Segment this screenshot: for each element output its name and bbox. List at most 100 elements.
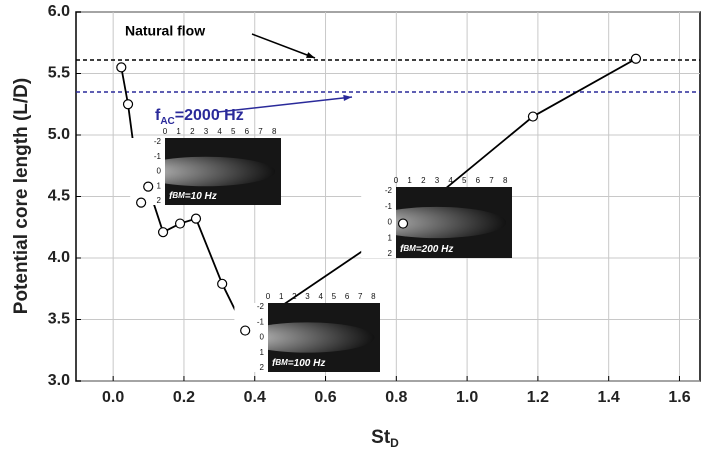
inset-x-tick-label: 4 [217,127,222,136]
data-point [157,227,169,238]
y-tick-label: 6.0 [48,3,70,20]
inset-x-tick-label: 8 [503,176,508,185]
data-point [136,197,147,208]
inset-label: fBM=100 Hz [272,358,325,369]
data-point [240,325,251,336]
inset-label-main: f [272,358,277,369]
inset-cover [130,138,165,205]
inset-x-tick-label: 3 [204,127,209,136]
inset-x-tick-label: 1 [176,127,181,136]
inset-x-tick-label: 7 [358,292,363,301]
x-tick-label: 0.0 [102,389,124,406]
inset-x-tick-label: 4 [448,176,453,185]
inset-x-tick-label: 0 [163,127,168,136]
inset-x-tick-label: 6 [245,127,250,136]
inset-y-tick-label: 1 [157,181,162,190]
inset-label-rest: =10 Hz [185,191,217,202]
inset-label-rest: =100 Hz [288,358,326,369]
x-tick-label: 0.8 [385,389,407,406]
inset-x-tick-label: 1 [407,176,412,185]
inset-label-main: f [169,191,174,202]
inset-x-tick-label: 1 [279,292,284,301]
inset-x-tick-label: 2 [292,292,297,301]
inset-x-tick-label: 2 [190,127,195,136]
y-tick-label: 3.5 [48,311,70,328]
inset-x-tick-label: 7 [489,176,494,185]
x-axis-label: StD [371,427,399,450]
inset-y-tick-label: 2 [157,196,162,205]
inset-jet [240,322,375,353]
arrow-head [306,52,315,58]
inset-label-sub: BM [172,191,185,200]
y-tick-label: 4.0 [48,249,70,266]
x-tick-label: 1.2 [527,389,549,406]
inset-y-tick-label: 2 [260,363,265,372]
x-tick-label: 1.0 [456,389,478,406]
x-tick-label: 0.2 [173,389,195,406]
inset-label-rest: =200 Hz [416,244,454,255]
inset-x-tick-label: 8 [371,292,376,301]
inset-label-sub: BM [403,244,416,253]
inset-y-tick-label: -2 [385,186,393,195]
y-axis-label: Potential core length (L/D) [11,78,32,314]
inset-label: fBM=200 Hz [400,244,453,255]
y-tick-label: 5.0 [48,126,70,143]
arrow-head [343,94,352,102]
inset-y-tick-label: -1 [154,152,162,161]
x-axis-label-main: St [371,427,391,448]
inset-x-tick-label: 7 [258,127,263,136]
inset-y-tick-label: -1 [385,202,393,211]
annotation-sub: AC [160,116,174,127]
inset-cover [361,187,396,258]
inset-label: fBM=10 Hz [169,191,217,202]
inset-y-tick-label: -2 [257,302,265,311]
inset-x-tick-label: 4 [318,292,323,301]
x-tick-label: 0.4 [244,389,266,406]
x-axis-label-sub: D [390,436,399,450]
data-point [630,53,642,64]
data-point [174,218,186,229]
data-point [527,111,539,122]
inset-x-tick-label: 5 [462,176,467,185]
annotation-main: f [155,107,161,124]
x-tick-label: 1.4 [598,389,620,406]
inset-x-tick-label: 3 [435,176,440,185]
inset-x-tick-label: 8 [272,127,277,136]
inset-y-tick-label: 1 [388,233,393,242]
y-tick-label: 4.5 [48,188,70,205]
inset-cover [234,303,268,372]
data-point [143,181,154,192]
annotation: Natural flow [125,23,205,39]
data-point [190,213,202,224]
inset-x-tick-label: 6 [345,292,350,301]
inset-label-main: f [400,244,405,255]
inset-y-tick-label: 2 [388,249,393,258]
x-tick-label: 1.6 [668,389,690,406]
data-point [116,62,127,73]
y-tick-label: 3.0 [48,372,70,389]
data-point [217,278,228,289]
inset-y-tick-label: 0 [260,333,265,342]
inset-y-tick-label: 1 [260,348,265,357]
inset-y-tick-label: 0 [388,218,393,227]
data-point [122,99,134,110]
inset-jet [136,156,276,187]
x-tick-label: 0.6 [314,389,336,406]
y-tick-label: 5.5 [48,65,70,82]
inset-jet [367,206,507,239]
inset-y-tick-label: -1 [257,317,265,326]
inset-x-tick-label: 5 [231,127,236,136]
inset-x-tick-label: 5 [332,292,337,301]
inset-x-tick-label: 6 [476,176,481,185]
arrow [251,33,316,59]
inset-label-sub: BM [275,358,288,367]
inset-x-tick-label: 3 [305,292,310,301]
inset-y-tick-label: 0 [157,167,162,176]
inset-x-tick-label: 0 [394,176,399,185]
inset-x-tick-label: 2 [421,176,426,185]
data-point [397,218,409,229]
inset-y-tick-label: -2 [154,137,162,146]
arrow [217,96,353,113]
inset-x-tick-label: 0 [266,292,271,301]
